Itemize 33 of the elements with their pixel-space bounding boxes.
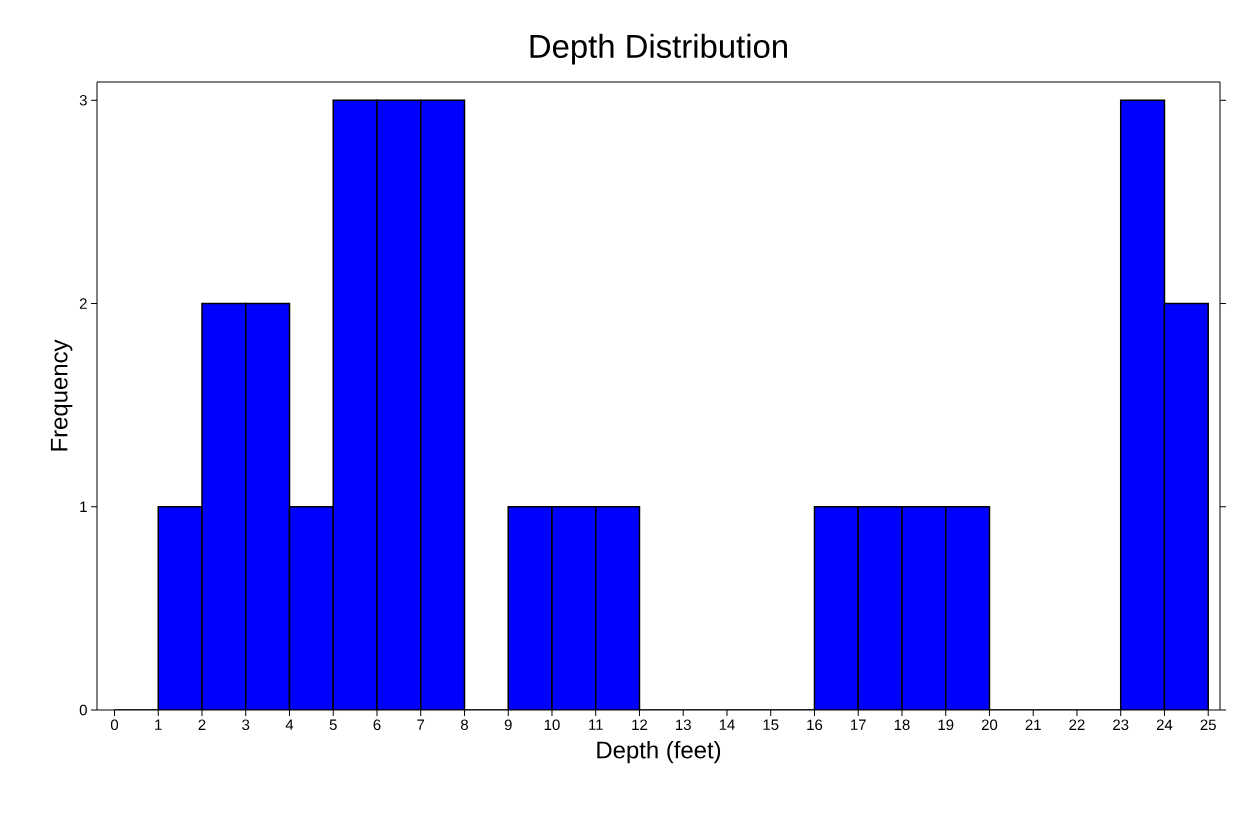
y-axis-title: Frequency	[50, 339, 73, 451]
x-tick-label: 2	[198, 719, 206, 730]
x-tick-label: 5	[329, 719, 337, 730]
x-tick-label: 0	[110, 719, 119, 731]
chart-title: Depth Distribution	[530, 33, 787, 65]
x-axis-title: Depth (feet)	[597, 740, 721, 764]
x-tick-label: 15	[763, 719, 779, 730]
x-tick-label: 8	[460, 719, 468, 731]
x-tick-label: 22	[1069, 719, 1085, 730]
y-tick-label: 3	[79, 94, 87, 106]
x-tick-label: 14	[719, 719, 735, 730]
x-tick-label: 18	[894, 719, 910, 731]
x-tick-label: 1	[155, 719, 162, 730]
x-tick-label: 24	[1156, 719, 1173, 730]
x-tick-label: 19	[938, 719, 954, 731]
x-tick-label: 7	[417, 719, 425, 730]
x-tick-label: 12	[632, 719, 648, 730]
x-tick-label: 10	[544, 719, 560, 731]
x-tick-label: 23	[1113, 719, 1129, 731]
y-tick-label: 2	[79, 298, 87, 309]
x-tick-label: 16	[807, 719, 823, 731]
x-tick-label: 17	[851, 719, 866, 730]
x-tick-label: 20	[981, 719, 998, 731]
x-tick-label: 4	[285, 719, 294, 730]
x-tick-label: 11	[589, 719, 603, 730]
x-tick-label: 9	[504, 719, 512, 731]
x-tick-label: 3	[242, 719, 250, 731]
x-tick-label: 13	[676, 719, 691, 731]
y-tick-label: 0	[79, 704, 87, 716]
x-tick-label: 21	[1025, 719, 1041, 730]
y-tick-label: 1	[80, 501, 87, 512]
x-tick-label: 6	[373, 719, 381, 731]
x-tick-label: 25	[1200, 719, 1216, 731]
